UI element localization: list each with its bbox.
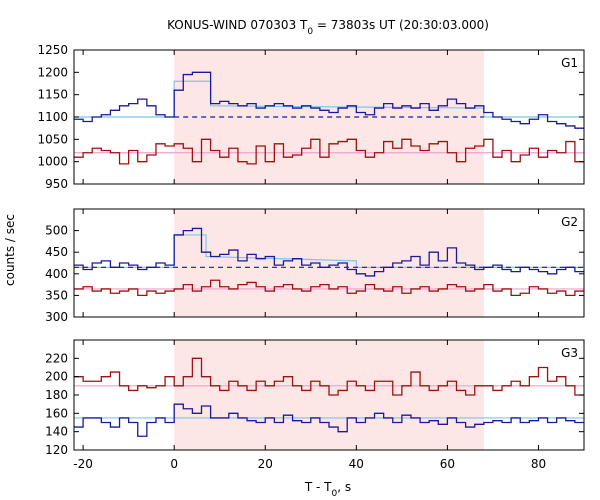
x-tick-label: -20 bbox=[73, 457, 93, 471]
x-axis-label-main: T - T bbox=[304, 480, 332, 494]
panel-label: G2 bbox=[561, 215, 578, 229]
x-axis-label-subscript: 0 bbox=[332, 489, 338, 499]
y-tick-label: 1250 bbox=[37, 43, 68, 57]
y-tick-label: 140 bbox=[45, 425, 68, 439]
y-tick-label: 1100 bbox=[37, 110, 68, 124]
panel-label: G3 bbox=[561, 346, 578, 360]
y-tick-label: 500 bbox=[45, 224, 68, 238]
x-tick-label: 60 bbox=[440, 457, 455, 471]
y-tick-label: 1200 bbox=[37, 65, 68, 79]
panel-g1: 950 1000 1050 1100 1150 1200 1250 G1 bbox=[37, 43, 585, 191]
y-tick-label: 300 bbox=[45, 310, 68, 324]
shaded-interval bbox=[174, 209, 484, 317]
y-tick-label: 120 bbox=[45, 443, 68, 457]
series-blue-steps bbox=[74, 403, 584, 437]
y-tick-label: 450 bbox=[45, 245, 68, 259]
y-tick-label: 400 bbox=[45, 267, 68, 281]
y-tick-label: 220 bbox=[45, 351, 68, 365]
series-blue-steps bbox=[74, 71, 584, 129]
y-axis-label: counts / sec bbox=[3, 214, 17, 286]
x-tick-label: 0 bbox=[170, 457, 178, 471]
y-tick-label: 1000 bbox=[37, 155, 68, 169]
plot-panels: 950100010501100115012001250G130035040045… bbox=[37, 43, 585, 471]
chart-title: KONUS-WIND 070303 T0 = 73803s UT (20:30:… bbox=[167, 18, 489, 37]
y-tick-label: 200 bbox=[45, 370, 68, 384]
series-red-steps bbox=[74, 357, 584, 396]
y-tick-label: 950 bbox=[45, 177, 68, 191]
chart-title-subscript: 0 bbox=[307, 27, 313, 37]
y-tick-label: 1050 bbox=[37, 132, 68, 146]
y-tick-label: 180 bbox=[45, 388, 68, 402]
panel-g2: 300 350 400 450 500 G2 bbox=[45, 208, 585, 324]
chart-title-main: KONUS-WIND 070303 T bbox=[167, 18, 308, 32]
y-tick-label: 1150 bbox=[37, 88, 68, 102]
panel-frame bbox=[73, 208, 585, 318]
series-red-steps bbox=[74, 138, 584, 165]
y-tick-label: 350 bbox=[45, 288, 68, 302]
series-blue-steps bbox=[74, 227, 584, 277]
x-tick-label: 80 bbox=[531, 457, 546, 471]
series-red-steps bbox=[74, 279, 584, 297]
panel-g3: 120 140 160 180 200 220 G3 bbox=[45, 339, 585, 457]
x-axis-label-rest: , s bbox=[337, 480, 351, 494]
x-tick-label: 20 bbox=[258, 457, 273, 471]
panel-label: G1 bbox=[561, 56, 578, 70]
x-tick-label: 40 bbox=[349, 457, 364, 471]
y-tick-label: 160 bbox=[45, 406, 68, 420]
chart-title-rest: = 73803s UT (20:30:03.000) bbox=[313, 18, 489, 32]
x-axis-label: T - T0, s bbox=[304, 480, 351, 499]
